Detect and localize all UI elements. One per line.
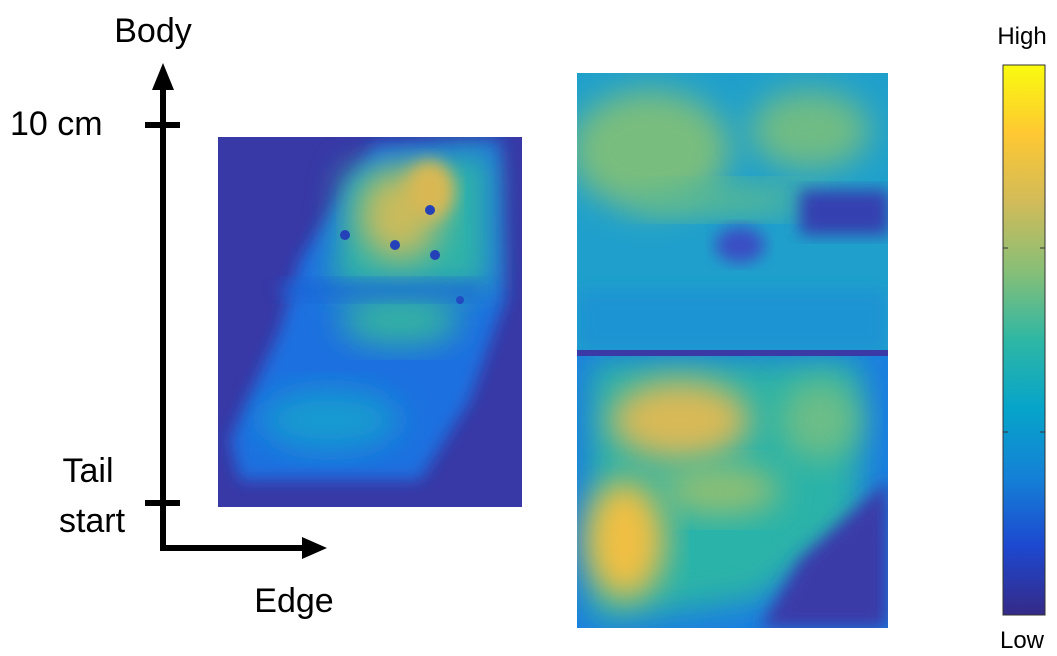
tick-label: 10 cm xyxy=(10,105,103,143)
heatmap-right-bottom xyxy=(577,356,888,628)
heatmap-left xyxy=(218,137,522,507)
x-label: Edge xyxy=(254,582,333,620)
separator xyxy=(577,350,888,356)
colorbar xyxy=(1003,65,1045,615)
y-arrow-head xyxy=(152,63,174,90)
colorbar-low: Low xyxy=(1000,627,1045,654)
origin-label: start xyxy=(59,502,126,540)
heatmap-right-top xyxy=(570,73,890,352)
origin-label: Tail xyxy=(62,452,113,490)
figure: Body 10 cm Tail start Edge xyxy=(0,0,1057,656)
y-label: Body xyxy=(114,12,192,50)
colorbar-high: High xyxy=(997,23,1046,50)
x-arrow-head xyxy=(302,537,327,559)
